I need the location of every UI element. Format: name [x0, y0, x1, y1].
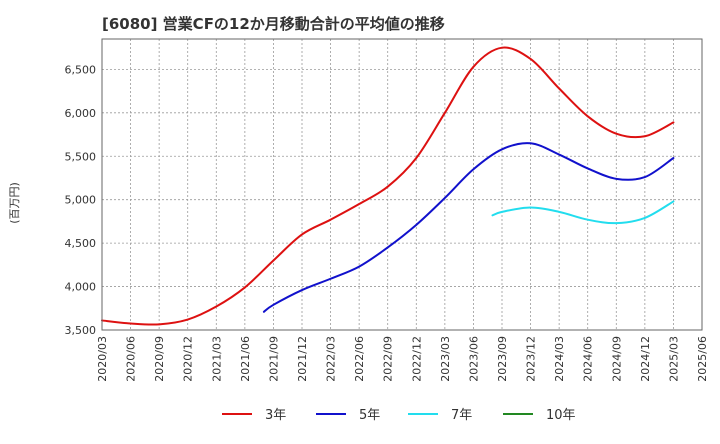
x-tick-label: 2024/03: [553, 336, 566, 382]
y-tick-label: 3,500: [65, 324, 97, 337]
x-tick-label: 2025/03: [667, 336, 680, 382]
y-tick-label: 6,500: [65, 63, 97, 76]
x-tick-label: 2020/09: [153, 336, 166, 382]
x-tick-label: 2022/03: [325, 336, 338, 382]
legend-label-1: 3年: [265, 408, 286, 423]
x-tick-label: 2022/12: [410, 336, 423, 382]
legend-label-4: 10年: [546, 408, 576, 423]
x-tick-label: 2024/12: [639, 336, 652, 382]
x-tick-label: 2021/06: [239, 336, 252, 382]
legend-label-2: 5年: [359, 408, 380, 423]
series-lines: [101, 46, 675, 326]
x-tick-label: 2024/06: [582, 336, 595, 382]
x-tick-label: 2025/06: [696, 336, 709, 382]
x-tick-label: 2021/03: [210, 336, 223, 382]
y-tick-label: 5,000: [65, 194, 97, 207]
y-tick-label: 4,500: [65, 237, 97, 250]
y-axis-label: (百万円): [8, 182, 21, 224]
series-line-3: [491, 200, 675, 225]
x-tick-label: 2023/12: [525, 336, 538, 382]
x-tick-label: 2020/12: [182, 336, 195, 382]
x-tick-label: 2024/09: [610, 336, 623, 382]
x-tick-label: 2022/09: [382, 336, 395, 382]
y-tick-label: 5,500: [65, 150, 97, 163]
plot-frame: [101, 38, 703, 331]
x-tick-label: 2021/12: [296, 336, 309, 382]
series-line-1: [101, 46, 675, 326]
y-tick-label: 4,000: [65, 281, 97, 294]
x-tick-label: 2020/06: [125, 336, 138, 382]
axes: 3,500 4,000 4,500 5,000 5,500 6,000 6,500 2020/…: [65, 38, 709, 382]
legend-label-3: 7年: [451, 408, 472, 423]
x-tick-label: 2023/09: [496, 336, 509, 382]
series-line-2: [262, 142, 675, 313]
grid: [101, 39, 703, 331]
x-tick-label: 2021/09: [267, 336, 280, 382]
legend: 3年 5年 7年 10年: [222, 408, 576, 423]
x-tick-label: 2023/03: [439, 336, 452, 382]
x-tick-label: 2020/03: [96, 336, 109, 382]
chart-title: [6080] 営業CFの12か月移動合計の平均値の推移: [102, 15, 445, 33]
y-tick-label: 6,000: [65, 107, 97, 120]
x-tick-label: 2022/06: [353, 336, 366, 382]
x-tick-label: 2023/06: [467, 336, 480, 382]
